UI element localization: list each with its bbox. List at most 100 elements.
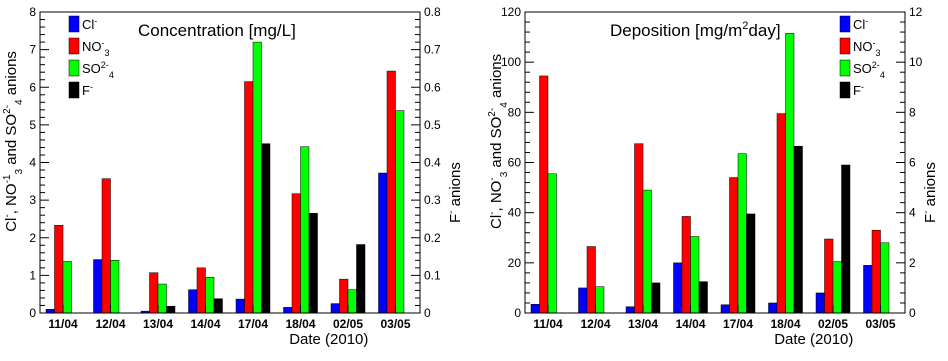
y-right-tick-label: 0.7 xyxy=(424,43,441,57)
bar xyxy=(530,303,540,314)
y-right-tick-label: 0.3 xyxy=(424,193,441,207)
bar xyxy=(824,238,834,314)
bar xyxy=(93,259,103,314)
y-right-tick-label: 0.8 xyxy=(424,5,441,19)
bar xyxy=(746,213,756,314)
legend-swatch xyxy=(68,15,80,33)
y-tick-label: 2 xyxy=(29,231,36,245)
y-right-tick-label: 10 xyxy=(909,55,923,69)
legend-label: SO2-4 xyxy=(853,60,885,80)
bar xyxy=(308,213,318,314)
bar xyxy=(690,236,700,314)
bar xyxy=(863,265,873,314)
x-tick-label: 11/04 xyxy=(48,317,78,331)
x-tick-label: 14/04 xyxy=(190,317,220,331)
y-right-tick-label: 2 xyxy=(909,256,916,270)
x-tick-label: 17/04 xyxy=(238,317,268,331)
bar xyxy=(871,229,881,314)
chart-title: Concentration [mg/L] xyxy=(138,21,296,40)
legend-label: Cl- xyxy=(82,16,97,32)
bar xyxy=(252,41,262,314)
y-tick-label: 6 xyxy=(29,80,36,94)
y-right-axis-label: F- anions xyxy=(446,162,464,223)
bar xyxy=(101,178,111,314)
bar xyxy=(785,33,795,314)
x-tick-label: 02/05 xyxy=(818,317,848,331)
bar xyxy=(300,146,310,314)
bar xyxy=(188,289,198,314)
y-right-tick-label: 0 xyxy=(909,306,916,320)
x-tick-label: 18/04 xyxy=(770,317,800,331)
bar xyxy=(244,81,254,314)
bar xyxy=(45,308,55,314)
legend-label: NO-3 xyxy=(853,38,881,58)
bar xyxy=(213,298,223,314)
bar xyxy=(698,281,708,314)
x-tick-label: 18/04 xyxy=(285,317,315,331)
bar xyxy=(291,193,301,314)
y-tick-label: 80 xyxy=(508,105,522,119)
x-axis-label: Date (2010) xyxy=(774,331,853,348)
y-tick-label: 0 xyxy=(514,306,521,320)
x-tick-label: 11/04 xyxy=(533,317,563,331)
y-tick-label: 20 xyxy=(508,256,522,270)
bar xyxy=(283,307,293,314)
bar xyxy=(832,261,842,314)
x-tick-label: 13/04 xyxy=(628,317,658,331)
legend-label: NO-3 xyxy=(82,38,110,58)
bar xyxy=(651,282,661,314)
x-tick-label: 12/04 xyxy=(95,317,125,331)
bar xyxy=(625,306,635,314)
y-tick-label: 120 xyxy=(501,5,521,19)
bar xyxy=(330,303,340,314)
y-tick-label: 0 xyxy=(29,306,36,320)
bar xyxy=(586,246,596,314)
bar xyxy=(578,287,588,314)
bar xyxy=(149,272,159,314)
legend-label: F- xyxy=(82,82,93,98)
y-axis-label: Cl-, NO-13 and SO2-4 anions xyxy=(2,51,25,232)
bar xyxy=(347,289,357,314)
bar xyxy=(339,278,349,314)
bar xyxy=(378,172,388,314)
legend-label: F- xyxy=(853,82,864,98)
bar xyxy=(196,267,206,314)
bar xyxy=(673,262,683,314)
x-tick-label: 14/04 xyxy=(675,317,705,331)
y-right-tick-label: 8 xyxy=(909,105,916,119)
y-right-axis-label: F- anions xyxy=(921,162,939,223)
bar xyxy=(720,304,730,314)
bar xyxy=(815,292,825,314)
bar xyxy=(386,70,396,314)
legend-swatch xyxy=(68,81,80,99)
y-right-tick-label: 6 xyxy=(909,156,916,170)
y-tick-label: 8 xyxy=(29,5,36,19)
y-right-tick-label: 12 xyxy=(909,5,923,19)
legend-swatch xyxy=(839,15,851,33)
x-axis-label: Date (2010) xyxy=(289,331,368,348)
bar xyxy=(776,113,786,314)
x-tick-label: 12/04 xyxy=(580,317,610,331)
chart-panel-1: 0 1 2 3 4 5 6 7 8 0 0.1 0.2 0.3 0.4 0.5 0.6 0.7 0.8 11/04 1… xyxy=(2,5,464,348)
bar xyxy=(62,261,72,314)
y-tick-label: 5 xyxy=(29,118,36,132)
legend-swatch xyxy=(839,81,851,99)
bar xyxy=(841,164,851,314)
bar xyxy=(166,305,176,314)
legend-swatch xyxy=(68,37,80,55)
bar xyxy=(793,145,803,314)
bar xyxy=(729,177,739,314)
y-right-tick-label: 0.1 xyxy=(424,268,441,282)
bar xyxy=(681,216,691,314)
y-tick-label: 40 xyxy=(508,206,522,220)
bar xyxy=(737,153,747,314)
x-tick-label: 03/05 xyxy=(865,317,895,331)
y-right-tick-label: 4 xyxy=(909,206,916,220)
y-tick-label: 1 xyxy=(29,268,36,282)
bar xyxy=(54,225,64,314)
bar xyxy=(642,189,652,314)
